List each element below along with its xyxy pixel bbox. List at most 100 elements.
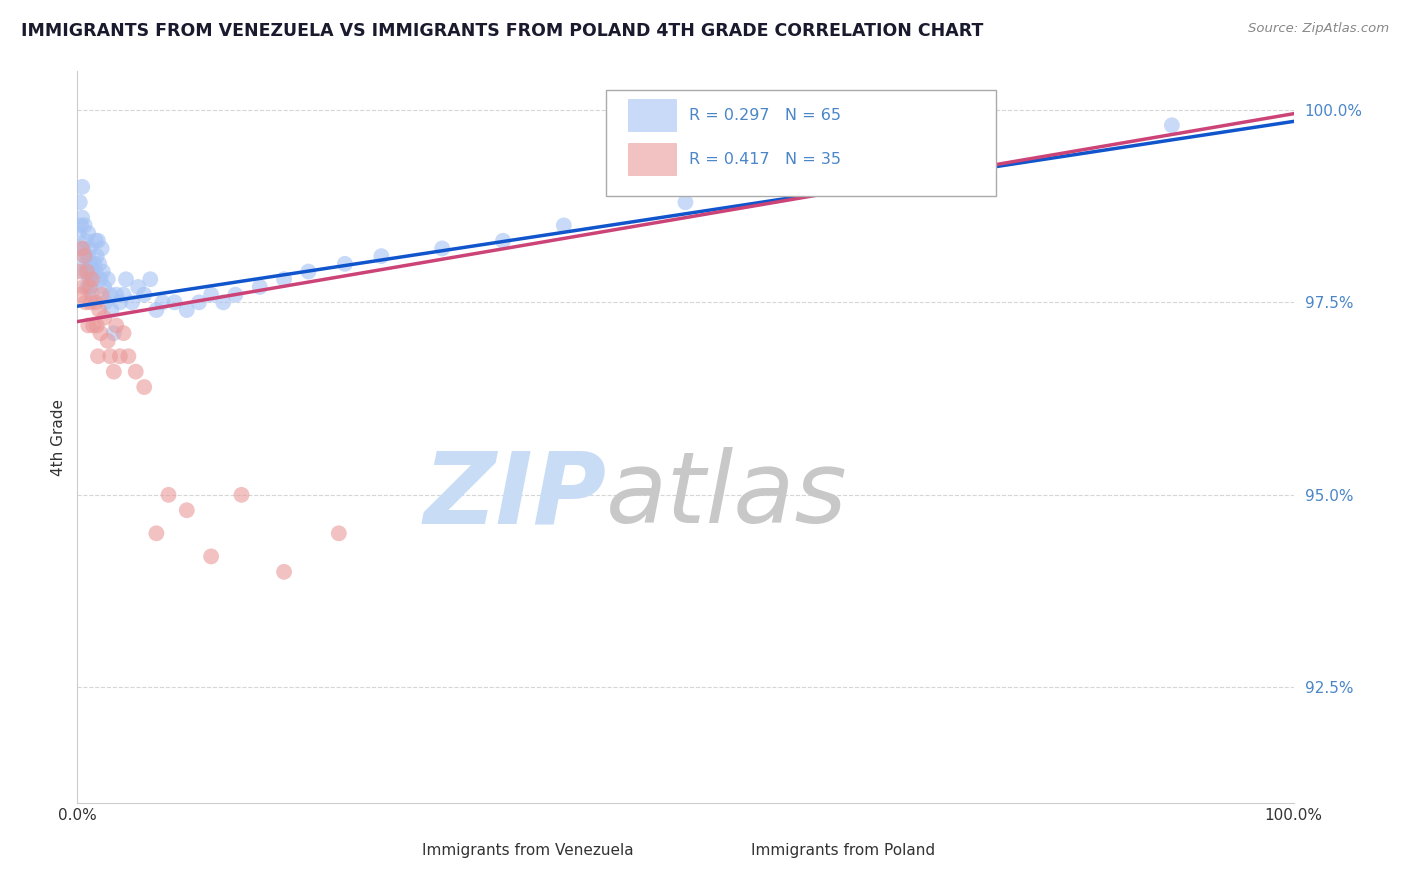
Point	[70, 242, 93, 256]
Point	[200, 549, 222, 564]
Point	[77, 249, 100, 263]
Y-axis label: 4th Grade: 4th Grade	[51, 399, 66, 475]
Point	[84, 234, 107, 248]
Point	[82, 272, 104, 286]
Text: ZIP: ZIP	[423, 447, 606, 544]
Point	[80, 264, 103, 278]
Text: Immigrants from Poland: Immigrants from Poland	[751, 843, 935, 858]
Point	[145, 526, 167, 541]
Point	[127, 280, 149, 294]
Point	[83, 257, 105, 271]
Point	[73, 249, 96, 263]
Point	[125, 365, 148, 379]
Point	[80, 257, 103, 271]
Point	[188, 295, 211, 310]
Point	[77, 318, 100, 333]
Point	[90, 287, 112, 301]
Point	[98, 349, 121, 363]
Point	[1161, 118, 1184, 132]
Point	[297, 264, 319, 278]
FancyBboxPatch shape	[628, 143, 676, 175]
Point	[370, 249, 392, 263]
Point	[72, 280, 94, 294]
Point	[84, 264, 107, 278]
Point	[70, 219, 93, 233]
Point	[117, 349, 139, 363]
Point	[105, 287, 128, 301]
Point	[231, 488, 253, 502]
Point	[333, 257, 356, 271]
Point	[80, 280, 103, 294]
FancyBboxPatch shape	[685, 838, 721, 863]
Point	[73, 249, 96, 263]
Point	[91, 264, 114, 278]
Point	[105, 318, 128, 333]
Point	[89, 257, 111, 271]
Point	[98, 287, 121, 301]
Point	[87, 234, 110, 248]
Point	[72, 242, 94, 256]
FancyBboxPatch shape	[628, 99, 676, 131]
Point	[79, 242, 101, 256]
Point	[93, 280, 115, 294]
Point	[108, 349, 131, 363]
Point	[176, 303, 198, 318]
Point	[76, 280, 98, 294]
Point	[97, 334, 120, 348]
Point	[76, 264, 98, 278]
Point	[86, 249, 108, 263]
Point	[134, 380, 156, 394]
Point	[492, 234, 515, 248]
Point	[139, 272, 162, 286]
Point	[675, 195, 697, 210]
Point	[69, 195, 91, 210]
Point	[100, 303, 122, 318]
Point	[76, 264, 98, 278]
Point	[90, 242, 112, 256]
Point	[70, 211, 93, 225]
FancyBboxPatch shape	[606, 90, 995, 195]
Point	[70, 179, 93, 194]
Point	[86, 318, 108, 333]
Text: R = 0.417   N = 35: R = 0.417 N = 35	[689, 152, 841, 167]
Point	[115, 272, 138, 286]
Point	[70, 242, 93, 256]
Point	[73, 219, 96, 233]
FancyBboxPatch shape	[374, 838, 411, 863]
Point	[70, 287, 93, 301]
Point	[94, 295, 117, 310]
Text: Immigrants from Venezuela: Immigrants from Venezuela	[422, 843, 633, 858]
Point	[430, 242, 453, 256]
Point	[69, 264, 91, 278]
Point	[212, 295, 235, 310]
Point	[249, 280, 271, 294]
Point	[918, 164, 941, 178]
Text: IMMIGRANTS FROM VENEZUELA VS IMMIGRANTS FROM POLAND 4TH GRADE CORRELATION CHART: IMMIGRANTS FROM VENEZUELA VS IMMIGRANTS …	[21, 22, 983, 40]
Point	[89, 303, 111, 318]
Point	[77, 226, 100, 240]
Point	[72, 264, 94, 278]
Point	[103, 326, 125, 340]
Point	[89, 326, 111, 340]
Point	[145, 303, 167, 318]
Point	[553, 219, 575, 233]
Point	[79, 280, 101, 294]
Text: Source: ZipAtlas.com: Source: ZipAtlas.com	[1249, 22, 1389, 36]
Point	[134, 287, 156, 301]
Point	[80, 295, 103, 310]
Point	[224, 287, 246, 301]
Point	[152, 295, 174, 310]
Point	[200, 287, 222, 301]
Point	[87, 349, 110, 363]
Point	[112, 326, 135, 340]
Point	[82, 318, 104, 333]
Text: R = 0.297   N = 65: R = 0.297 N = 65	[689, 108, 841, 123]
Point	[112, 287, 135, 301]
Point	[103, 365, 125, 379]
Point	[79, 272, 101, 286]
Point	[328, 526, 350, 541]
Point	[75, 257, 97, 271]
Point	[89, 272, 111, 286]
Point	[273, 272, 295, 286]
Point	[80, 287, 103, 301]
